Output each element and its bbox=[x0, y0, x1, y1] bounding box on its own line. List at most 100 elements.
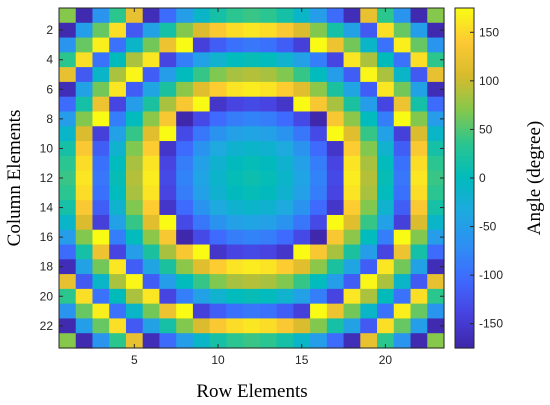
colorbar-slice bbox=[455, 210, 474, 213]
heatmap-cell bbox=[360, 259, 378, 275]
heatmap-cell bbox=[427, 274, 445, 290]
heatmap-cell bbox=[243, 214, 261, 231]
heatmap-cell bbox=[142, 259, 161, 275]
heatmap-cell bbox=[59, 155, 77, 172]
heatmap-cell bbox=[59, 111, 77, 127]
heatmap-cell bbox=[393, 96, 412, 113]
heatmap-cell bbox=[226, 318, 244, 334]
heatmap-cell bbox=[176, 111, 194, 127]
heatmap-cell bbox=[92, 333, 110, 349]
heatmap-cell bbox=[159, 288, 177, 305]
heatmap-cell bbox=[393, 81, 412, 98]
heatmap-cell bbox=[310, 200, 328, 216]
colorbar-slice bbox=[455, 18, 474, 21]
heatmap-cell bbox=[59, 170, 77, 186]
heatmap-cell bbox=[427, 333, 445, 349]
heatmap-cell bbox=[192, 126, 211, 142]
heatmap-cell bbox=[377, 52, 395, 68]
colorbar-slice bbox=[455, 86, 474, 89]
heatmap-cell bbox=[377, 67, 395, 83]
heatmap-cell bbox=[360, 22, 378, 39]
heatmap-cell bbox=[427, 126, 445, 142]
heatmap-cell bbox=[393, 274, 412, 290]
heatmap-cell bbox=[377, 81, 395, 98]
heatmap-cell bbox=[75, 81, 94, 98]
colorbar-slice bbox=[455, 284, 474, 287]
heatmap-cell bbox=[75, 52, 94, 68]
y-tick-label: 12 bbox=[40, 171, 54, 185]
y-tick-label: 8 bbox=[46, 112, 53, 126]
heatmap-cell bbox=[310, 8, 328, 24]
heatmap-cell bbox=[75, 8, 94, 24]
heatmap-cell bbox=[259, 318, 278, 334]
colorbar-slice bbox=[455, 74, 474, 77]
y-axis-ticks: 2 4 6 8 10 12 14 16 18 20 22 bbox=[40, 23, 444, 333]
heatmap-cell bbox=[410, 333, 428, 349]
colorbar-slice bbox=[455, 286, 474, 289]
heatmap-cell bbox=[326, 318, 345, 334]
colorbar-slice bbox=[455, 156, 474, 159]
heatmap-cell bbox=[276, 81, 294, 98]
colorbar-slice bbox=[455, 70, 474, 73]
colorbar-slice bbox=[455, 46, 474, 49]
heatmap-cell bbox=[59, 333, 77, 349]
heatmap-cell bbox=[109, 170, 127, 186]
heatmap-cell bbox=[92, 126, 110, 142]
colorbar-slice bbox=[455, 194, 474, 197]
heatmap-cell bbox=[159, 214, 177, 231]
colorbar-slice bbox=[455, 294, 474, 297]
colorbar-slice bbox=[455, 252, 474, 255]
heatmap-cell bbox=[276, 52, 294, 68]
heatmap-cell bbox=[243, 96, 261, 113]
heatmap-cell bbox=[125, 67, 144, 83]
heatmap-cell bbox=[276, 67, 294, 83]
heatmap-cell bbox=[192, 37, 211, 53]
heatmap-cell bbox=[209, 229, 227, 246]
colorbar-slice bbox=[455, 334, 474, 337]
heatmap-cell bbox=[377, 155, 395, 172]
colorbar-slice bbox=[455, 300, 474, 303]
heatmap-cell bbox=[125, 96, 144, 113]
heatmap-cell bbox=[360, 229, 378, 246]
colorbar-slice bbox=[455, 346, 474, 349]
heatmap-cell bbox=[410, 185, 428, 201]
colorbar-slice bbox=[455, 238, 474, 241]
colorbar-slice bbox=[455, 196, 474, 199]
heatmap-cell bbox=[393, 22, 412, 39]
heatmap-cell bbox=[192, 229, 211, 246]
heatmap-cell bbox=[176, 288, 194, 305]
colorbar-slice bbox=[455, 142, 474, 145]
heatmap-cell bbox=[259, 303, 278, 320]
heatmap-cell bbox=[92, 303, 110, 320]
heatmap-cell bbox=[427, 200, 445, 216]
heatmap-cell bbox=[109, 259, 127, 275]
heatmap-cell bbox=[209, 96, 227, 113]
heatmap-cell bbox=[109, 318, 127, 334]
heatmap-cell bbox=[192, 274, 211, 290]
heatmap-cell bbox=[142, 126, 161, 142]
heatmap-cell bbox=[176, 259, 194, 275]
heatmap-cell bbox=[310, 155, 328, 172]
colorbar-slice bbox=[455, 192, 474, 195]
heatmap-cell bbox=[192, 8, 211, 24]
heatmap-cell bbox=[427, 318, 445, 334]
heatmap-cell bbox=[59, 200, 77, 216]
heatmap-cell bbox=[427, 229, 445, 246]
heatmap-cell bbox=[326, 200, 345, 216]
heatmap-cell bbox=[293, 244, 311, 260]
heatmap-cell bbox=[75, 288, 94, 305]
heatmap-cell bbox=[125, 81, 144, 98]
colorbar-slice bbox=[455, 28, 474, 31]
heatmap-cell bbox=[92, 229, 110, 246]
heatmap-cell bbox=[276, 170, 294, 186]
heatmap-cell bbox=[293, 111, 311, 127]
heatmap-cell bbox=[410, 155, 428, 172]
heatmap-cell bbox=[293, 318, 311, 334]
heatmap-cell bbox=[293, 259, 311, 275]
heatmap-cell bbox=[326, 214, 345, 231]
colorbar-slice bbox=[455, 160, 474, 163]
heatmap-cell bbox=[142, 244, 161, 260]
heatmap-cell bbox=[109, 96, 127, 113]
colorbar-slice bbox=[455, 102, 474, 105]
